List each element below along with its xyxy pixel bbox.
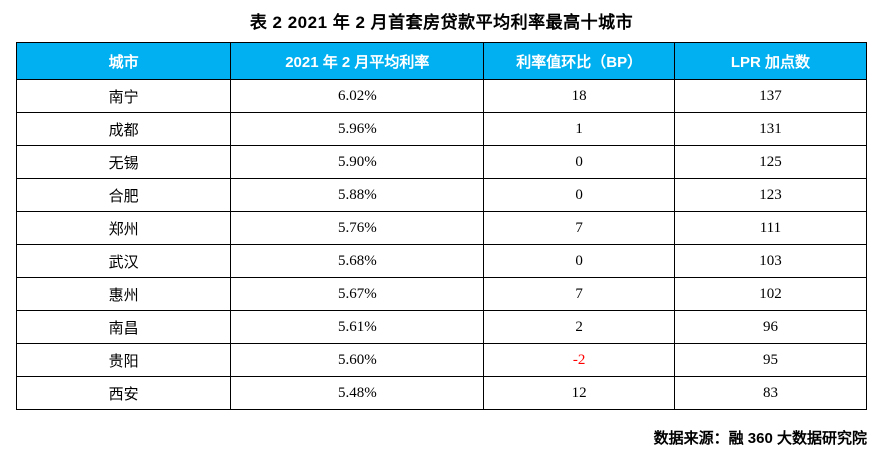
table-row: 合肥 5.88% 0 123 xyxy=(15,178,868,212)
col-header-mom-bp: 利率值环比（BP） xyxy=(483,42,675,80)
cell-mom-bp: -2 xyxy=(483,343,675,377)
cell-mom-bp: 7 xyxy=(483,277,675,311)
cell-city: 惠州 xyxy=(15,277,232,311)
table-row: 西安 5.48% 12 83 xyxy=(15,376,868,410)
cell-lpr-points: 137 xyxy=(673,79,868,113)
table-row: 贵阳 5.60% -2 95 xyxy=(15,343,868,377)
table-row: 南宁 6.02% 18 137 xyxy=(15,79,868,113)
data-source-note: 数据来源：融 360 大数据研究院 xyxy=(653,430,867,447)
cell-city: 南宁 xyxy=(15,79,232,113)
cell-city: 成都 xyxy=(15,112,232,146)
cell-avg-rate: 5.88% xyxy=(230,178,485,212)
cell-avg-rate: 5.60% xyxy=(230,343,485,377)
cell-mom-bp: 12 xyxy=(483,376,675,410)
cell-mom-bp: 18 xyxy=(483,79,675,113)
table-row: 无锡 5.90% 0 125 xyxy=(15,145,868,179)
cell-lpr-points: 111 xyxy=(673,211,868,245)
cell-city: 合肥 xyxy=(15,178,232,212)
col-header-lpr-points: LPR 加点数 xyxy=(673,42,868,80)
cell-city: 无锡 xyxy=(15,145,232,179)
cell-mom-bp: 0 xyxy=(483,244,675,278)
cell-avg-rate: 5.67% xyxy=(230,277,485,311)
table-title: 表 2 2021 年 2 月首套房贷款平均利率最高十城市 xyxy=(249,13,634,32)
cell-avg-rate: 5.76% xyxy=(230,211,485,245)
table-row: 南昌 5.61% 2 96 xyxy=(15,310,868,344)
cell-city: 南昌 xyxy=(15,310,232,344)
cell-city: 贵阳 xyxy=(15,343,232,377)
cell-mom-bp: 7 xyxy=(483,211,675,245)
cell-lpr-points: 125 xyxy=(673,145,868,179)
table-row: 武汉 5.68% 0 103 xyxy=(15,244,868,278)
mortgage-rate-table: 城市 2021 年 2 月平均利率 利率值环比（BP） LPR 加点数 南宁 6… xyxy=(15,42,868,410)
table-row: 成都 5.96% 1 131 xyxy=(15,112,868,146)
cell-lpr-points: 123 xyxy=(673,178,868,212)
cell-lpr-points: 83 xyxy=(673,376,868,410)
cell-avg-rate: 5.96% xyxy=(230,112,485,146)
cell-mom-bp: 2 xyxy=(483,310,675,344)
cell-avg-rate: 6.02% xyxy=(230,79,485,113)
table-body: 南宁 6.02% 18 137 成都 5.96% 1 131 无锡 5.90% … xyxy=(15,79,868,410)
cell-lpr-points: 102 xyxy=(673,277,868,311)
cell-mom-bp: 0 xyxy=(483,178,675,212)
table-row: 惠州 5.67% 7 102 xyxy=(15,277,868,311)
cell-lpr-points: 131 xyxy=(673,112,868,146)
cell-mom-bp: 0 xyxy=(483,145,675,179)
cell-lpr-points: 95 xyxy=(673,343,868,377)
cell-lpr-points: 103 xyxy=(673,244,868,278)
table-row: 郑州 5.76% 7 111 xyxy=(15,211,868,245)
cell-city: 武汉 xyxy=(15,244,232,278)
col-header-city: 城市 xyxy=(15,42,232,80)
cell-avg-rate: 5.61% xyxy=(230,310,485,344)
header-row: 城市 2021 年 2 月平均利率 利率值环比（BP） LPR 加点数 xyxy=(15,42,868,80)
cell-avg-rate: 5.90% xyxy=(230,145,485,179)
col-header-avg-rate: 2021 年 2 月平均利率 xyxy=(230,42,485,80)
cell-lpr-points: 96 xyxy=(673,310,868,344)
cell-avg-rate: 5.68% xyxy=(230,244,485,278)
cell-city: 西安 xyxy=(15,376,232,410)
cell-mom-bp: 1 xyxy=(483,112,675,146)
cell-city: 郑州 xyxy=(15,211,232,245)
cell-avg-rate: 5.48% xyxy=(230,376,485,410)
